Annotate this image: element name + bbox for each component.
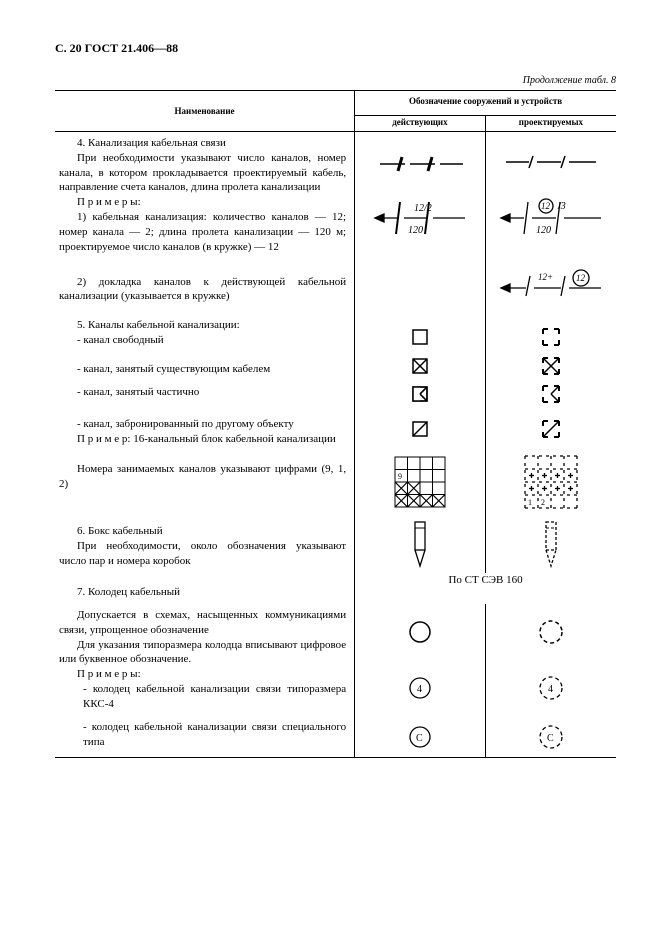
r4-title: 4. Канализация кабельная связи xyxy=(59,136,346,151)
r6-title: 6. Бокс кабельный xyxy=(59,524,346,539)
svg-text:4: 4 xyxy=(417,684,422,695)
square-x-icon xyxy=(412,358,428,374)
r7-p1: Допускается в схемах, насыщенных коммуни… xyxy=(59,608,346,638)
box-dashed-icon xyxy=(542,520,560,568)
r5-num: Номера занимаемых каналов указывают цифр… xyxy=(59,462,346,492)
r7-title: 7. Колодец кабельный xyxy=(59,585,346,600)
square-empty-icon xyxy=(412,329,428,345)
square-diag-dashed-icon xyxy=(542,420,560,438)
sym-canal-add-icon: 12+ 12 xyxy=(496,268,606,298)
r7-ex-label: П р и м е р ы: xyxy=(59,667,346,682)
r5-a: - канал свободный xyxy=(59,333,346,348)
svg-text:С: С xyxy=(416,733,423,744)
header-group: Обозначение сооружений и устройств xyxy=(355,90,616,115)
sym-canal-12-2-icon: 12/2 120 xyxy=(370,196,470,236)
grid-solid-icon: 9 xyxy=(394,456,446,508)
square-diag-icon xyxy=(412,421,428,437)
square-x-dashed-icon xyxy=(542,357,560,375)
svg-text:1: 1 xyxy=(528,498,532,507)
r7-ex2: - колодец кабельной канализации связи сп… xyxy=(59,720,346,750)
circle-solid-icon xyxy=(407,619,433,645)
sym-canal-dash-icon xyxy=(501,152,601,172)
r5-ex: П р и м е р: 16-канальный блок кабельной… xyxy=(59,432,346,447)
svg-text:2: 2 xyxy=(541,498,545,507)
svg-text:С: С xyxy=(547,733,554,744)
r4-ex2: 2) докладка каналов к действующей кабель… xyxy=(59,275,346,305)
r5-b: - канал, занятый существующим кабелем xyxy=(59,362,346,377)
square-dashed-icon xyxy=(542,328,560,346)
svg-text:12: 12 xyxy=(541,201,551,211)
sym-canal-solid-icon xyxy=(375,154,465,174)
circle-4-icon: 4 xyxy=(407,675,433,701)
r6-p: При необходимости, около обозначения ука… xyxy=(59,539,346,569)
circle-4-dashed-icon: 4 xyxy=(537,674,565,702)
svg-text:12: 12 xyxy=(576,273,586,283)
r4-ex1: 1) кабельная канализация: количество кан… xyxy=(59,210,346,255)
r5-d: - канал, забронированный по другому объе… xyxy=(59,417,346,432)
r5-c: - канал, занятый частично xyxy=(59,385,346,400)
circle-dashed-icon xyxy=(537,618,565,646)
r5-title: 5. Каналы кабельной канализации: xyxy=(59,318,346,333)
svg-text:4: 4 xyxy=(548,684,553,695)
circle-c-icon: С xyxy=(407,724,433,750)
square-halfx-dashed-icon xyxy=(542,385,560,403)
header-projected: проектируемых xyxy=(485,116,616,132)
square-halfx-icon xyxy=(412,386,428,402)
main-table: Наименование Обозначение сооружений и ус… xyxy=(55,90,616,759)
header-existing: действующих xyxy=(355,116,486,132)
svg-text:12+: 12+ xyxy=(538,272,553,282)
svg-text:12/2: 12/2 xyxy=(414,203,432,214)
r7-ex1: - колодец кабельной канализации связи ти… xyxy=(59,682,346,712)
circle-c-dashed-icon: С xyxy=(537,723,565,751)
r7-p2: Для указания типоразмера колодца вписыва… xyxy=(59,638,346,668)
box-solid-icon xyxy=(411,520,429,568)
r4-p1: При необходимости указывают число канало… xyxy=(59,151,346,196)
svg-text:/3: /3 xyxy=(557,201,566,212)
r4-ex-label: П р и м е р ы: xyxy=(59,195,346,210)
header-name: Наименование xyxy=(55,90,355,131)
sym-canal-12-3-icon: 12 /3 120 xyxy=(496,194,606,238)
grid-dashed-icon: 1 2 xyxy=(523,454,579,510)
svg-text:120: 120 xyxy=(536,225,551,236)
page-header: С. 20 ГОСТ 21.406—88 xyxy=(55,40,616,56)
svg-text:9: 9 xyxy=(398,472,402,481)
continuation-label: Продолжение табл. 8 xyxy=(55,74,616,88)
svg-text:120: 120 xyxy=(408,225,423,236)
r7-std: По СТ СЭВ 160 xyxy=(355,573,616,604)
